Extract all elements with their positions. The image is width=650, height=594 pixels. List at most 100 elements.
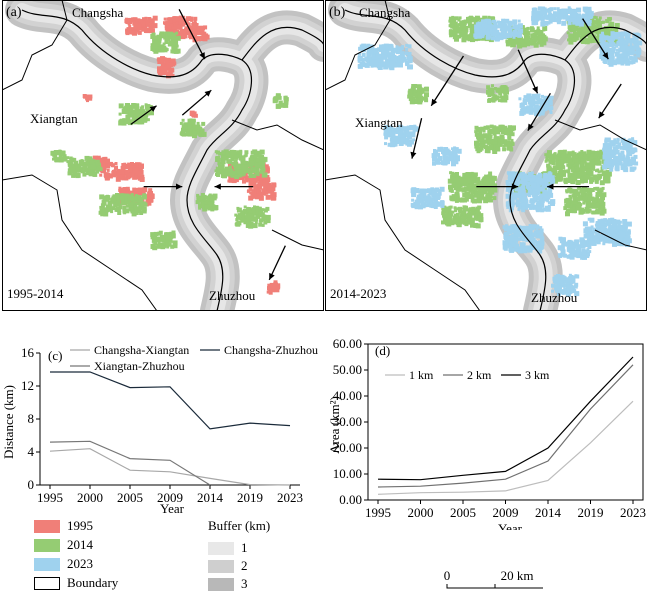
landuse-pixel-2014 xyxy=(586,164,590,168)
landuse-pixel-2014 xyxy=(581,159,584,162)
landuse-pixel-2014 xyxy=(474,141,479,146)
landuse-pixel-2023 xyxy=(381,61,385,65)
landuse-pixel-2023 xyxy=(505,25,510,30)
landuse-pixel-2023 xyxy=(407,142,412,147)
landuse-pixel-2014 xyxy=(140,199,143,202)
landuse-pixel-2014 xyxy=(590,166,595,171)
landuse-pixel-2014 xyxy=(138,120,142,124)
landuse-pixel-1995 xyxy=(133,168,137,172)
landuse-pixel-2014 xyxy=(166,48,169,51)
landuse-pixel-2014 xyxy=(239,150,242,153)
landuse-pixel-2023 xyxy=(548,9,552,13)
landuse-pixel-2014 xyxy=(609,22,614,27)
landuse-pixel-2023 xyxy=(625,42,628,45)
landuse-pixel-2014 xyxy=(545,160,548,163)
landuse-pixel-2023 xyxy=(626,47,630,51)
landuse-pixel-2023 xyxy=(537,206,541,210)
landuse-pixel-2014 xyxy=(226,151,231,156)
landuse-pixel-2023 xyxy=(542,11,545,14)
landuse-pixel-2023 xyxy=(621,32,626,37)
landuse-pixel-2023 xyxy=(623,51,626,54)
landuse-pixel-2014 xyxy=(129,105,132,108)
landuse-pixel-2023 xyxy=(427,201,430,204)
landuse-pixel-2023 xyxy=(538,6,542,10)
landuse-pixel-2014 xyxy=(255,221,258,224)
landuse-pixel-2014 xyxy=(76,166,81,171)
landuse-pixel-2023 xyxy=(554,12,559,17)
landuse-pixel-2014 xyxy=(420,96,423,99)
landuse-pixel-2014 xyxy=(567,38,570,41)
landuse-pixel-2014 xyxy=(502,144,505,147)
landuse-pixel-2023 xyxy=(529,192,532,195)
landuse-pixel-2014 xyxy=(591,178,595,182)
landuse-pixel-2014 xyxy=(142,207,147,212)
landuse-pixel-2014 xyxy=(483,130,486,133)
landuse-pixel-2014 xyxy=(454,192,457,195)
landuse-pixel-2014 xyxy=(468,213,473,218)
landuse-pixel-2023 xyxy=(504,227,508,231)
landuse-pixel-1995 xyxy=(161,58,164,61)
landuse-pixel-2014 xyxy=(537,30,542,35)
landuse-pixel-2023 xyxy=(581,250,586,255)
landuse-pixel-2023 xyxy=(388,143,392,147)
landuse-pixel-2014 xyxy=(524,38,529,43)
landuse-pixel-2023 xyxy=(371,51,374,54)
landuse-pixel-2023 xyxy=(433,189,437,193)
landuse-pixel-1995 xyxy=(265,166,270,171)
landuse-pixel-2014 xyxy=(100,211,105,216)
landuse-pixel-2014 xyxy=(583,190,586,193)
landuse-pixel-2014 xyxy=(574,38,577,41)
landuse-pixel-2014 xyxy=(418,99,422,103)
landuse-pixel-2023 xyxy=(575,251,580,256)
landuse-pixel-2014 xyxy=(259,155,263,159)
landuse-pixel-2023 xyxy=(404,51,408,55)
landuse-pixel-2023 xyxy=(630,57,633,60)
landuse-pixel-2014 xyxy=(224,171,229,176)
landuse-pixel-2014 xyxy=(69,163,74,168)
landuse-pixel-2014 xyxy=(462,33,467,38)
landuse-pixel-1995 xyxy=(250,192,254,196)
landuse-pixel-1995 xyxy=(151,29,155,33)
landuse-pixel-2023 xyxy=(538,196,542,200)
landuse-pixel-2014 xyxy=(158,35,162,39)
landuse-pixel-2023 xyxy=(440,204,444,208)
landuse-pixel-2014 xyxy=(152,245,157,250)
landuse-pixel-2023 xyxy=(508,21,512,25)
landuse-pixel-2014 xyxy=(534,43,539,48)
landuse-pixel-2014 xyxy=(256,163,260,167)
landuse-pixel-2014 xyxy=(485,137,488,140)
landuse-pixel-2023 xyxy=(608,36,611,39)
landuse-pixel-2023 xyxy=(536,105,539,108)
landuse-pixel-1995 xyxy=(150,198,154,202)
landuse-pixel-2014 xyxy=(542,26,547,31)
landuse-pixel-2014 xyxy=(591,153,594,156)
landuse-pixel-2014 xyxy=(507,130,512,135)
landuse-pixel-2023 xyxy=(437,189,440,192)
landuse-pixel-2014 xyxy=(154,232,158,236)
landuse-pixel-2023 xyxy=(514,244,519,249)
landuse-pixel-2014 xyxy=(198,207,201,210)
landuse-pixel-2014 xyxy=(219,166,223,170)
landuse-pixel-2023 xyxy=(483,29,487,33)
landuse-pixel-2023 xyxy=(473,34,477,38)
landuse-pixel-2014 xyxy=(468,195,471,198)
landuse-pixel-2014 xyxy=(453,26,458,31)
landuse-pixel-2014 xyxy=(169,36,172,39)
landuse-pixel-2023 xyxy=(603,59,607,63)
landuse-pixel-2014 xyxy=(140,108,144,112)
landuse-pixel-2014 xyxy=(182,119,185,122)
landuse-pixel-2014 xyxy=(572,175,576,179)
landuse-pixel-2014 xyxy=(470,192,473,195)
landuse-pixel-2023 xyxy=(629,46,632,49)
landuse-pixel-2014 xyxy=(456,213,460,217)
landuse-pixel-1995 xyxy=(259,192,263,196)
landuse-pixel-2014 xyxy=(92,173,95,176)
landuse-pixel-2023 xyxy=(557,7,560,10)
landuse-pixel-2023 xyxy=(611,32,615,36)
landuse-pixel-2014 xyxy=(131,211,134,214)
landuse-pixel-1995 xyxy=(194,21,197,24)
landuse-pixel-1995 xyxy=(169,63,173,67)
landuse-pixel-2014 xyxy=(127,196,131,200)
landuse-pixel-2014 xyxy=(163,43,166,46)
landuse-pixel-2023 xyxy=(528,173,533,178)
